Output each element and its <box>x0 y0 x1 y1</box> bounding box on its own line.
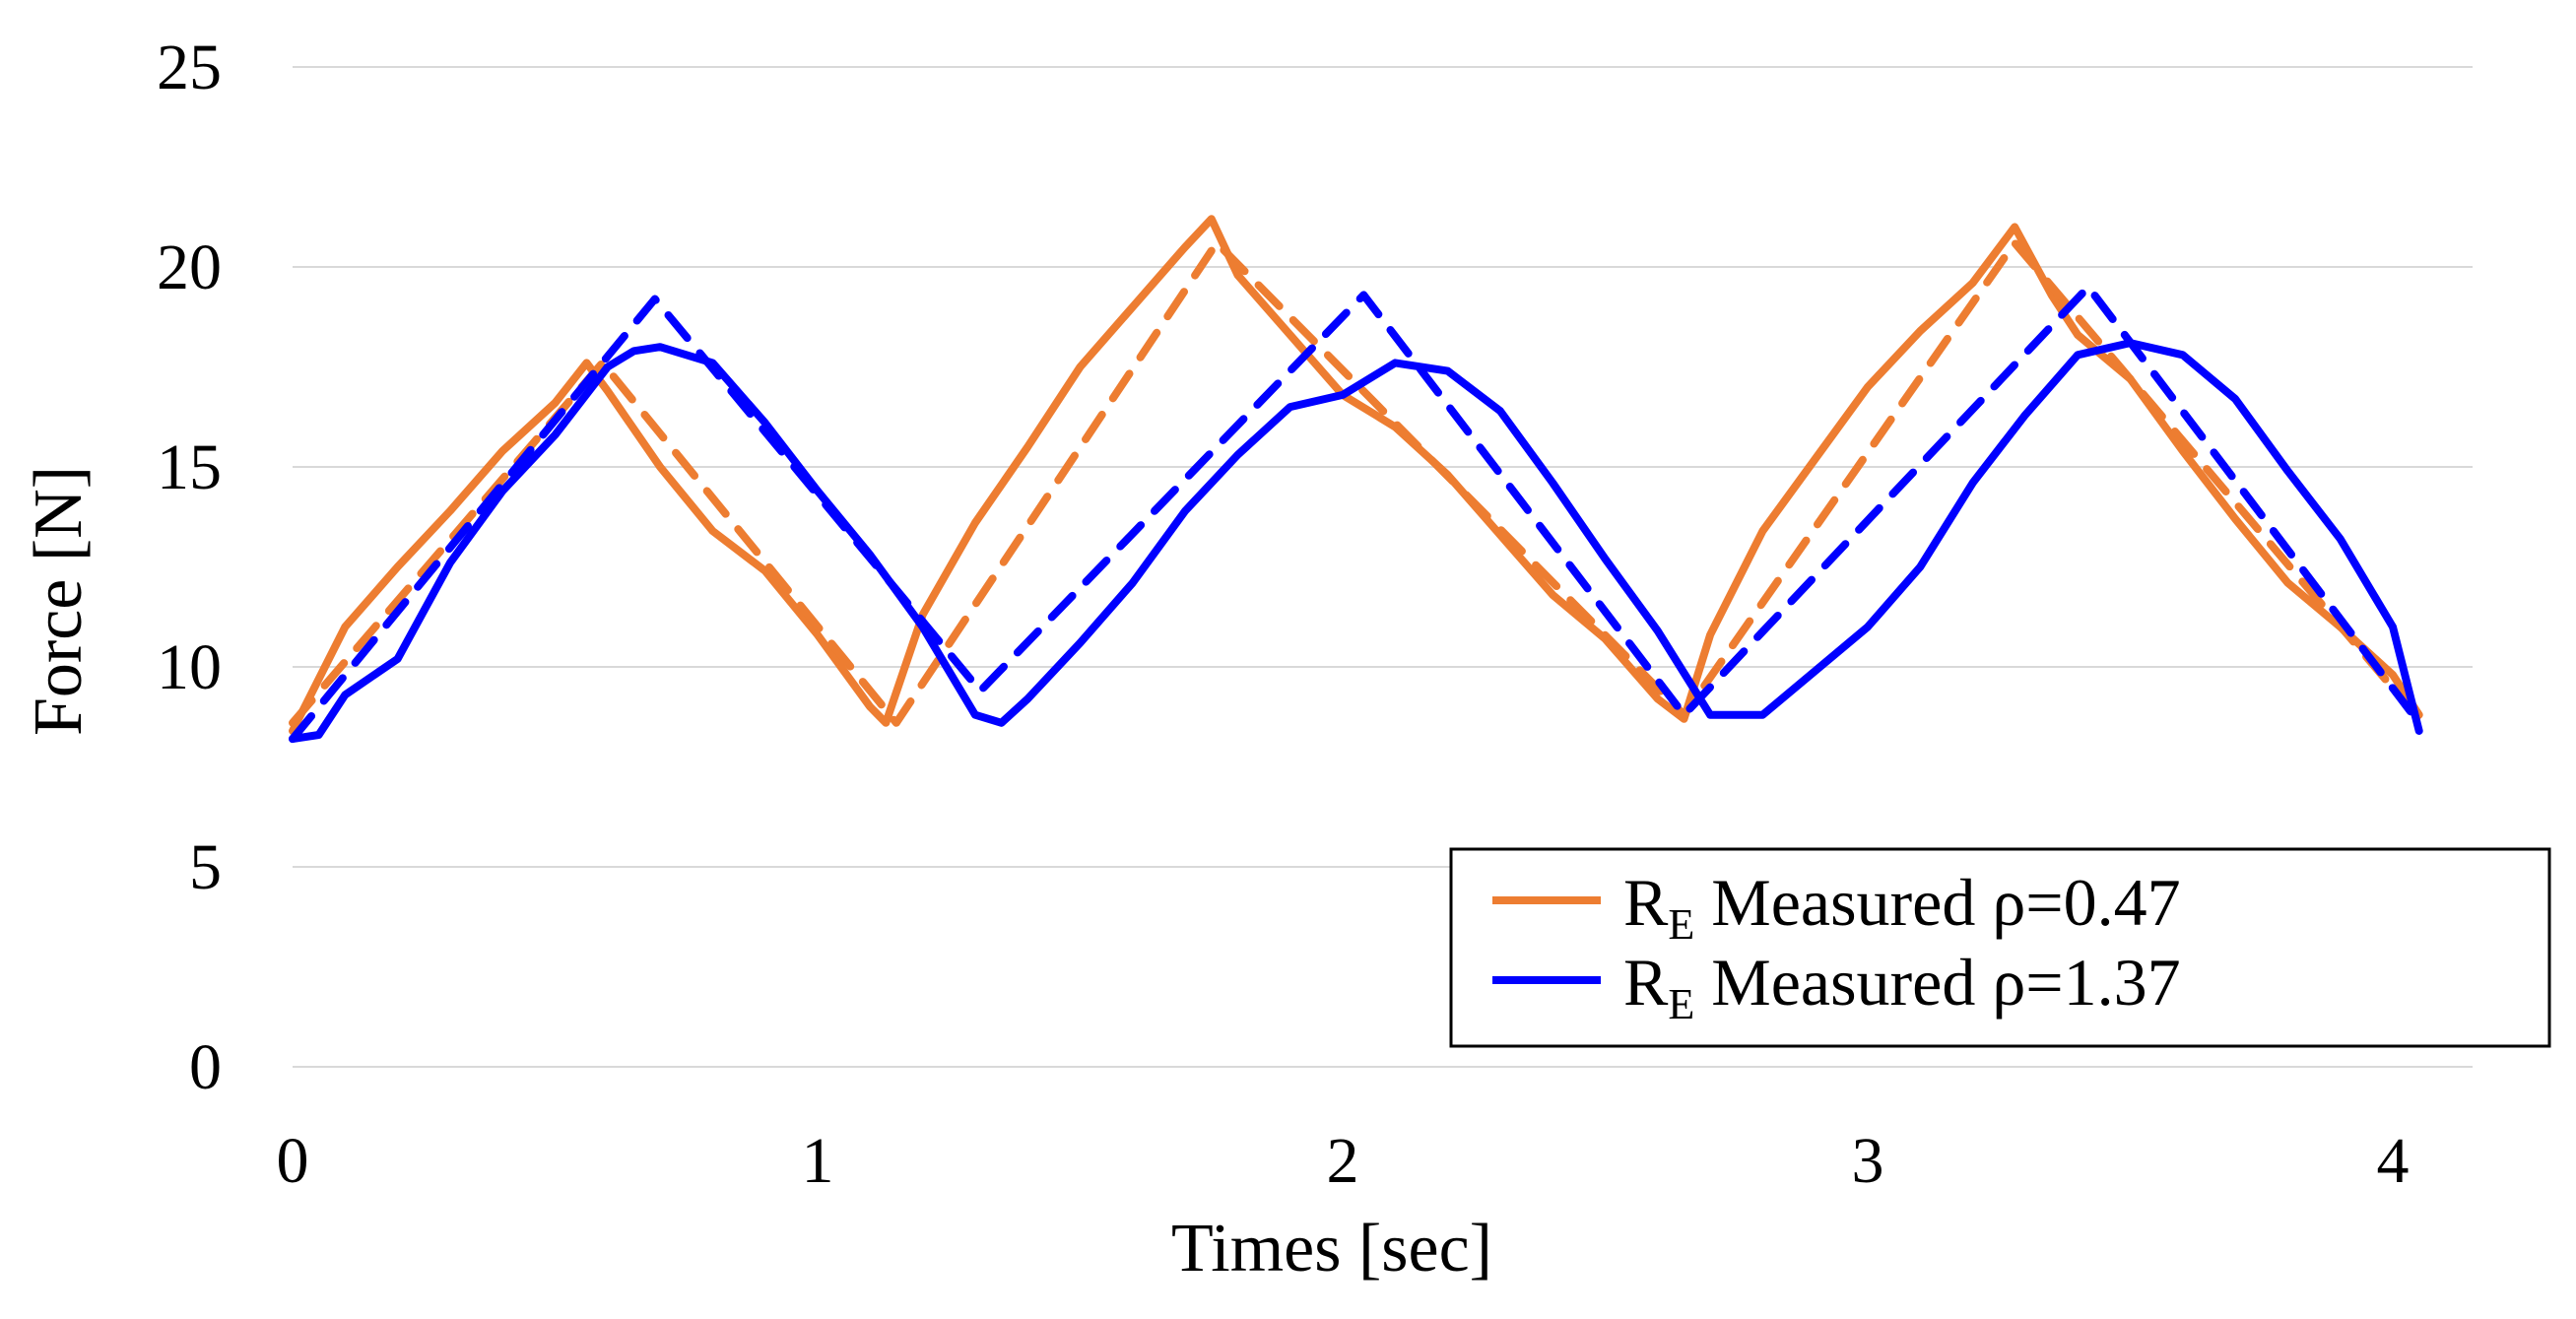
series-line-2-solid <box>289 339 2423 744</box>
x-axis-ticks: 0 1 2 3 4 <box>277 1125 2410 1197</box>
y-tick-label: 15 <box>157 431 222 503</box>
x-tick-label: 3 <box>1852 1125 1884 1197</box>
y-tick-label: 10 <box>157 631 222 703</box>
x-tick-label: 2 <box>1327 1125 1359 1197</box>
x-axis-title: Times [sec] <box>1171 1211 1492 1286</box>
series-line-0-solid <box>289 215 2423 735</box>
y-tick-label: 25 <box>157 32 222 103</box>
y-axis-title: Force [N] <box>21 466 97 736</box>
legend: RE Measured ρ=0.47 RE Measured ρ=1.37 <box>1449 847 2551 1048</box>
x-tick-label: 1 <box>802 1125 834 1197</box>
series-line-3-dashed <box>289 283 2423 744</box>
x-tick-label: 4 <box>2377 1125 2410 1197</box>
series-line-1-dashed <box>289 238 2423 727</box>
y-axis-ticks: 0 5 10 15 20 25 <box>157 32 222 1103</box>
y-tick-label: 20 <box>157 231 222 303</box>
y-tick-label: 5 <box>189 831 222 903</box>
x-tick-label: 0 <box>277 1125 309 1197</box>
legend-label-rho-047: RE Measured ρ=0.47 <box>1623 865 2181 949</box>
series-lines <box>289 215 2423 744</box>
y-tick-label: 0 <box>189 1031 222 1103</box>
legend-box <box>1449 847 2551 1048</box>
legend-label-rho-137: RE Measured ρ=1.37 <box>1623 945 2181 1028</box>
